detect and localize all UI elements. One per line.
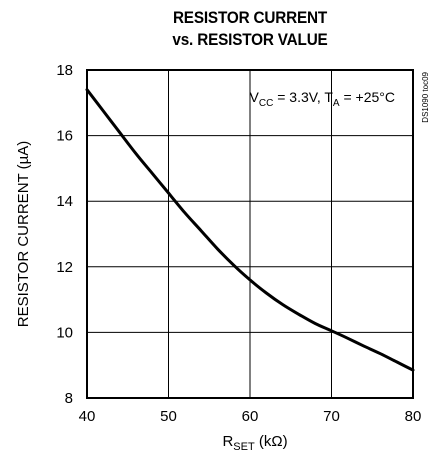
- series-line: [85, 88, 415, 372]
- annotation-subscript: CC: [259, 98, 273, 109]
- y-tick-label: 12: [56, 259, 73, 276]
- x-axis-label-subscript: SET: [233, 441, 255, 453]
- y-tick-labels: 8 10 12 14 16 18: [56, 62, 73, 407]
- x-axis-label-main: R: [222, 433, 233, 450]
- x-axis-label: RSET (kΩ): [222, 433, 287, 453]
- x-tick-label: 80: [405, 408, 422, 425]
- y-tick-label: 10: [56, 324, 73, 341]
- annotation-text: V: [250, 89, 260, 105]
- y-tick-label: 18: [56, 62, 73, 79]
- grid-lines: [87, 70, 413, 398]
- y-tick-label: 14: [56, 193, 73, 210]
- chart-title-line-1: RESISTOR CURRENT: [172, 8, 328, 27]
- y-tick-label: 8: [65, 390, 73, 407]
- annotation-text: = 3.3V, T: [273, 89, 333, 105]
- x-tick-label: 40: [79, 408, 96, 425]
- annotation-subscript: A: [333, 98, 340, 109]
- plot-frame: [86, 69, 414, 399]
- conditions-annotation: VCC = 3.3V, TA = +25°C: [250, 89, 395, 109]
- x-tick-label: 60: [242, 408, 259, 425]
- annotation-text: = +25°C: [340, 89, 395, 105]
- y-axis-label: RESISTOR CURRENT (µA): [15, 141, 32, 327]
- x-axis-label-unit: (kΩ): [255, 433, 288, 450]
- figure-code: DS1090 toc09: [421, 71, 430, 122]
- x-tick-labels: 40 50 60 70 80: [79, 408, 422, 425]
- chart-title-line-2: vs. RESISTOR VALUE: [172, 30, 328, 49]
- y-tick-label: 16: [56, 128, 73, 145]
- x-tick-label: 70: [323, 408, 340, 425]
- x-tick-label: 50: [160, 408, 177, 425]
